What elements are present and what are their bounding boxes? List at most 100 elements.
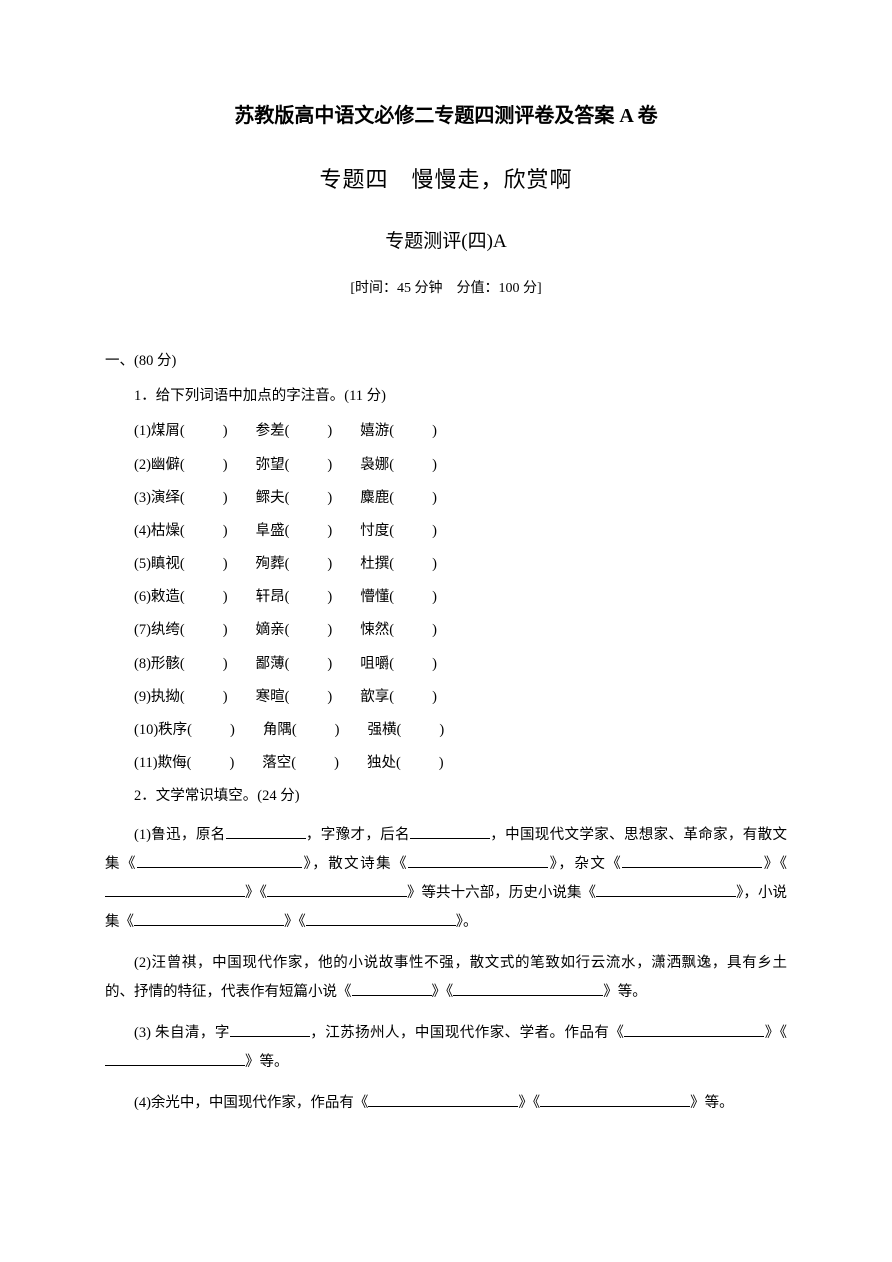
paren[interactable]: ( ) xyxy=(180,622,231,638)
word-a: 秩序 xyxy=(158,722,187,738)
paren[interactable]: ( ) xyxy=(180,490,231,506)
word-a: 枯燥 xyxy=(151,523,180,539)
q1-item: (4)枯燥( )阜盛( )忖度( ) xyxy=(105,520,787,543)
blank[interactable] xyxy=(408,850,548,867)
blank[interactable] xyxy=(453,978,603,995)
paren[interactable]: ( ) xyxy=(389,556,440,572)
text: 》等。 xyxy=(690,1095,734,1111)
paren[interactable]: ( ) xyxy=(180,523,231,539)
q1-item: (9)执拗( )寒暄( )歆享( ) xyxy=(105,686,787,709)
blank[interactable] xyxy=(137,850,302,867)
q1-item: (11)欺侮( )落空( )独处( ) xyxy=(105,752,787,775)
word-c: 懵懂 xyxy=(360,589,389,605)
paren[interactable]: ( ) xyxy=(180,689,231,705)
paren[interactable]: ( ) xyxy=(285,656,336,672)
paren[interactable]: ( ) xyxy=(180,556,231,572)
blank[interactable] xyxy=(622,850,762,867)
paren[interactable]: ( ) xyxy=(285,556,336,572)
paren[interactable]: ( ) xyxy=(389,689,440,705)
paren[interactable]: ( ) xyxy=(285,622,336,638)
time-info: [时间：45 分钟 分值：100 分] xyxy=(105,278,787,300)
q1-text: 1．给下列词语中加点的字注音。(11 分) xyxy=(105,385,787,408)
q2-p1: (1)鲁迅，原名，字豫才，后名，中国现代文学家、思想家、革命家，有散文集《》，散… xyxy=(105,821,787,937)
blank[interactable] xyxy=(410,821,490,838)
blank[interactable] xyxy=(105,1048,245,1065)
word-a: 执拗 xyxy=(151,689,180,705)
blank[interactable] xyxy=(624,1019,764,1036)
blank[interactable] xyxy=(134,908,284,925)
blank[interactable] xyxy=(352,978,432,995)
text: 》《 xyxy=(518,1095,540,1111)
item-num: (7) xyxy=(134,622,151,638)
q1-item: (1)煤屑( )参差( )嬉游( ) xyxy=(105,420,787,443)
paren[interactable]: ( ) xyxy=(285,589,336,605)
word-c: 麋鹿 xyxy=(360,490,389,506)
blank[interactable] xyxy=(306,908,456,925)
paren[interactable]: ( ) xyxy=(180,589,231,605)
word-c: 独处 xyxy=(367,755,396,771)
blank[interactable] xyxy=(540,1089,690,1106)
paren[interactable]: ( ) xyxy=(389,457,440,473)
paren[interactable]: ( ) xyxy=(180,457,231,473)
word-b: 殉葬 xyxy=(256,556,285,572)
text: 》，散文诗集《 xyxy=(302,856,408,872)
paren[interactable]: ( ) xyxy=(291,755,342,771)
text: 》《 xyxy=(762,856,787,872)
text: 》，杂文《 xyxy=(548,856,622,872)
word-b: 弥望 xyxy=(256,457,285,473)
word-b: 鄙薄 xyxy=(256,656,285,672)
title-topic: 专题四 慢慢走，欣赏啊 xyxy=(105,162,787,197)
paren[interactable]: ( ) xyxy=(285,423,336,439)
q2-text: 2．文学常识填空。(24 分) xyxy=(105,785,787,808)
word-c: 歆享 xyxy=(360,689,389,705)
paren[interactable]: ( ) xyxy=(389,490,440,506)
section-header: 一、(80 分) xyxy=(105,350,787,373)
text: 》《 xyxy=(245,885,267,901)
paren[interactable]: ( ) xyxy=(285,457,336,473)
q1-item: (10)秩序( )角隅( )强横( ) xyxy=(105,719,787,742)
paren[interactable]: ( ) xyxy=(187,722,238,738)
paren[interactable]: ( ) xyxy=(285,490,336,506)
paren[interactable]: ( ) xyxy=(292,722,343,738)
word-c: 悚然 xyxy=(360,622,389,638)
paren[interactable]: ( ) xyxy=(285,689,336,705)
paren[interactable]: ( ) xyxy=(389,656,440,672)
paren[interactable]: ( ) xyxy=(180,423,231,439)
blank[interactable] xyxy=(596,879,736,896)
text: (3) 朱自清，字 xyxy=(134,1025,230,1041)
paren[interactable]: ( ) xyxy=(389,523,440,539)
blank[interactable] xyxy=(226,821,306,838)
text: 》等。 xyxy=(245,1054,289,1070)
q1-item: (3)演绎( )鳏夫( )麋鹿( ) xyxy=(105,487,787,510)
text: ，江苏扬州人，中国现代作家、学者。作品有《 xyxy=(310,1025,625,1041)
blank[interactable] xyxy=(267,879,407,896)
blank[interactable] xyxy=(368,1089,518,1106)
text: ，字豫才，后名 xyxy=(306,827,410,843)
paren[interactable]: ( ) xyxy=(389,589,440,605)
text: (4)余光中，中国现代作家，作品有《 xyxy=(134,1095,368,1111)
text: (1)鲁迅，原名 xyxy=(134,827,226,843)
q2-p2: (2)汪曾祺，中国现代作家，他的小说故事性不强，散文式的笔致如行云流水，潇洒飘逸… xyxy=(105,949,787,1007)
text: 》。 xyxy=(456,914,478,930)
paren[interactable]: ( ) xyxy=(389,423,440,439)
item-num: (9) xyxy=(134,689,151,705)
item-num: (1) xyxy=(134,423,151,439)
paren[interactable]: ( ) xyxy=(397,722,448,738)
word-c: 忖度 xyxy=(360,523,389,539)
item-num: (6) xyxy=(134,589,151,605)
item-num: (10) xyxy=(134,722,158,738)
q1-item: (2)幽僻( )弥望( )袅娜( ) xyxy=(105,454,787,477)
paren[interactable]: ( ) xyxy=(180,656,231,672)
paren[interactable]: ( ) xyxy=(389,622,440,638)
paren[interactable]: ( ) xyxy=(285,523,336,539)
paren[interactable]: ( ) xyxy=(187,755,238,771)
word-b: 轩昂 xyxy=(256,589,285,605)
word-c: 杜撰 xyxy=(360,556,389,572)
item-num: (2) xyxy=(134,457,151,473)
blank[interactable] xyxy=(105,879,245,896)
blank[interactable] xyxy=(230,1019,310,1036)
text: 》《 xyxy=(764,1025,787,1041)
word-a: 煤屑 xyxy=(151,423,180,439)
word-a: 纨绔 xyxy=(151,622,180,638)
paren[interactable]: ( ) xyxy=(396,755,447,771)
